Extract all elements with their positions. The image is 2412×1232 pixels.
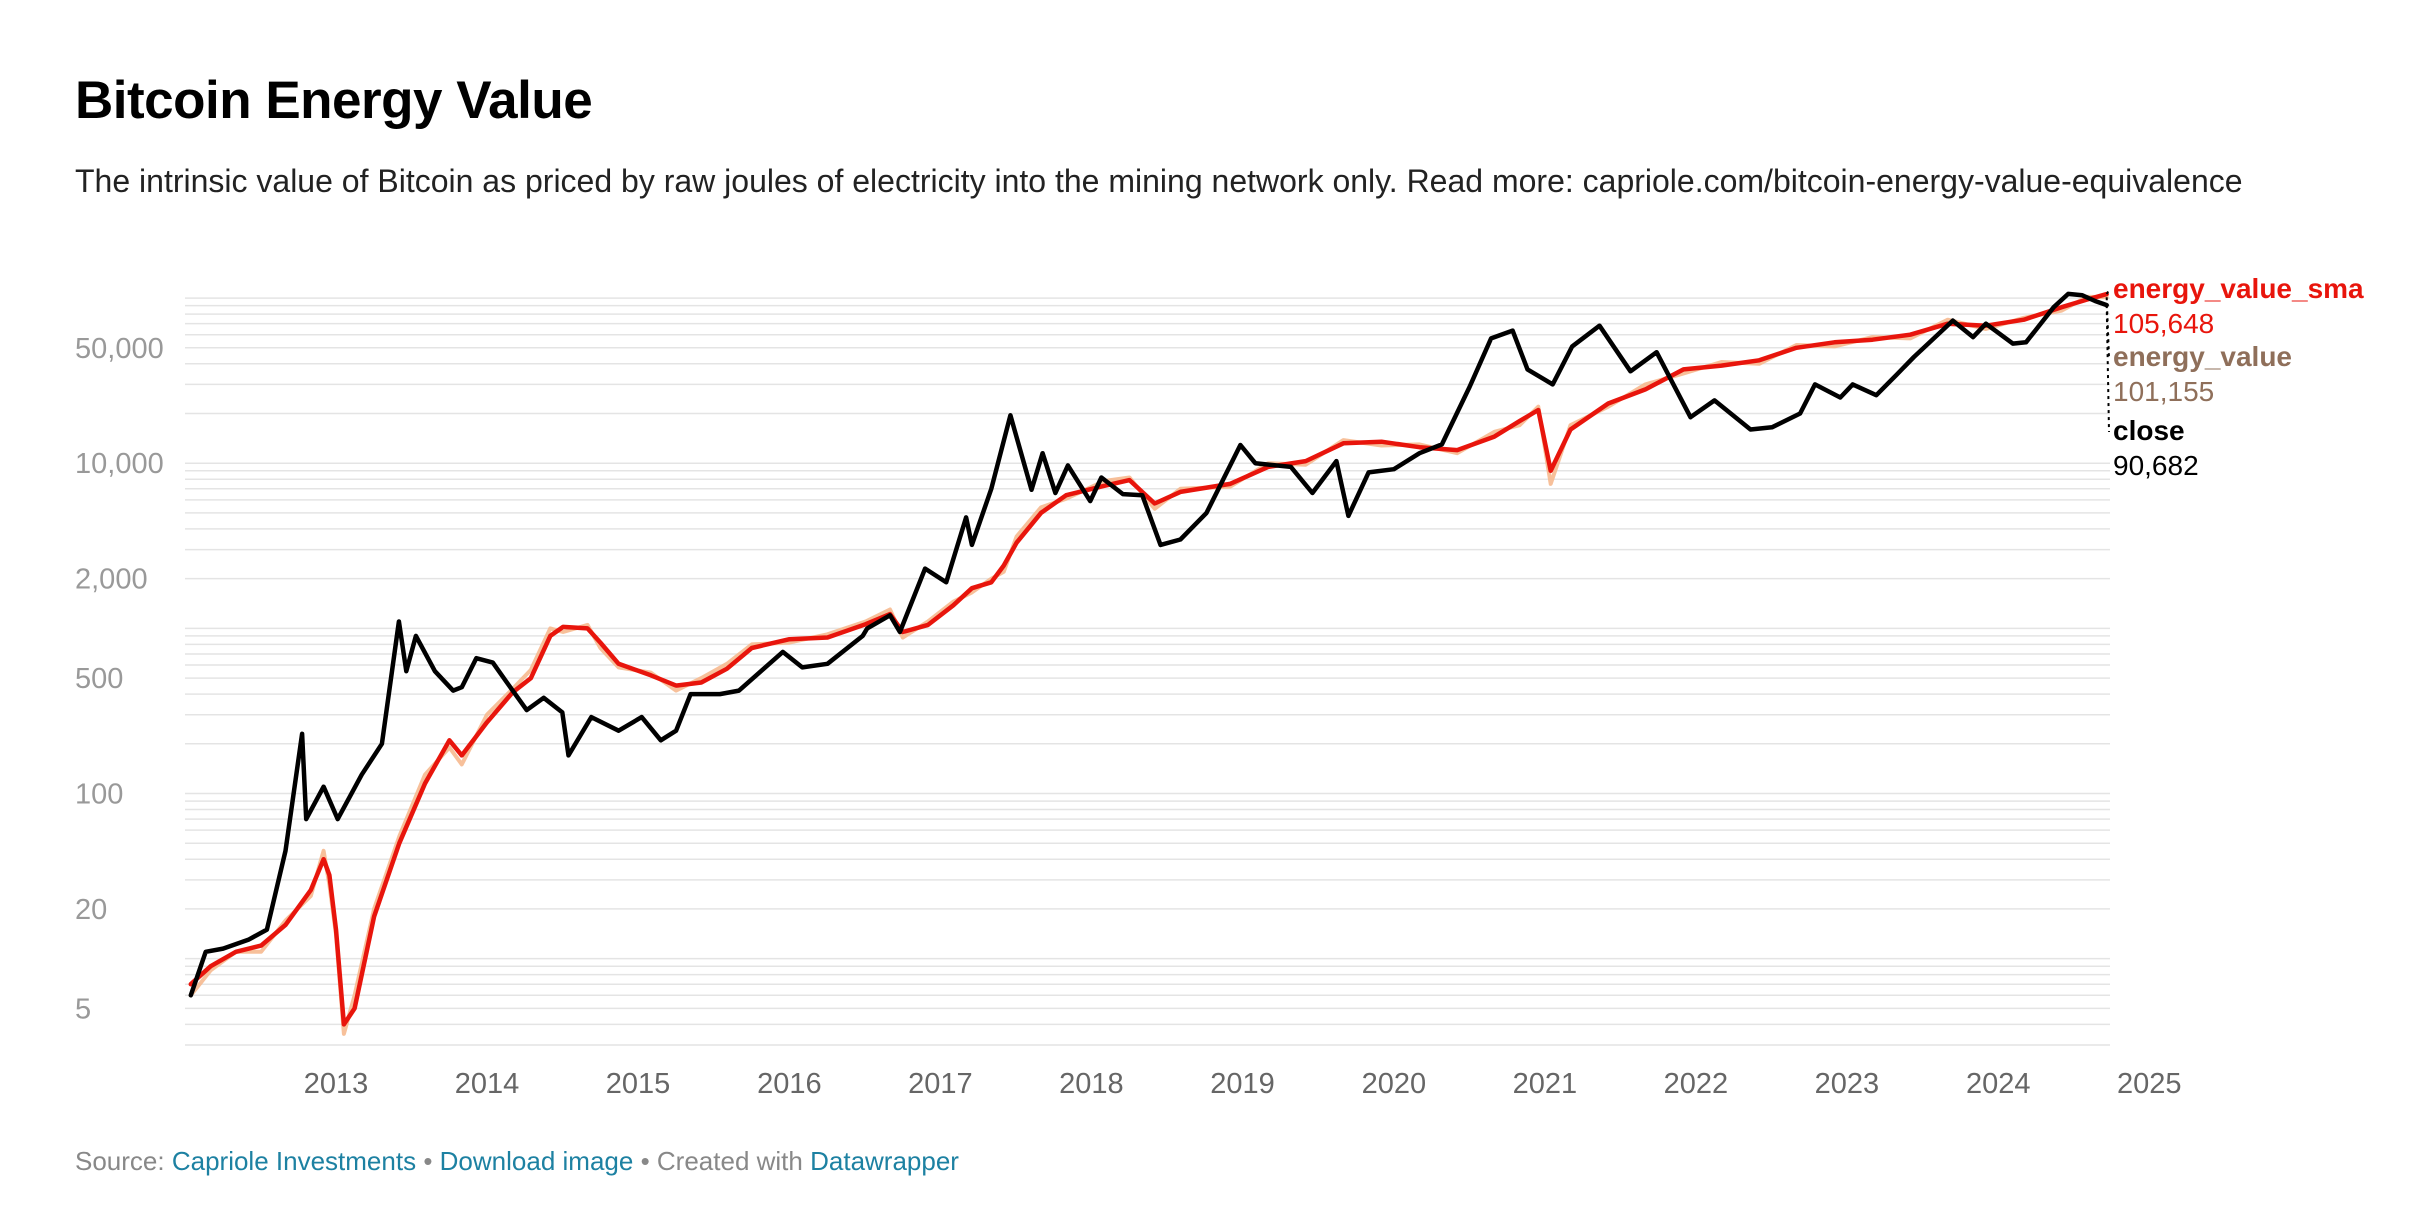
chart-title: Bitcoin Energy Value <box>75 71 593 130</box>
y-tick-label: 20 <box>75 894 107 926</box>
grid-lines <box>185 297 2110 1046</box>
x-tick-label: 2017 <box>908 1068 973 1100</box>
x-tick-label: 2021 <box>1513 1068 1578 1100</box>
series-line-energy-value-sma <box>188 291 2109 1027</box>
series-label-close: close <box>2113 415 2185 446</box>
series-label-energy-value-sma: energy_value_sma <box>2113 273 2364 304</box>
y-tick-label: 50,000 <box>75 333 164 365</box>
x-axis-ticks: 2013 2014 2015 2016 2017 2018 2019 2020 2021 2022… <box>304 1068 2182 1100</box>
y-tick-label: 100 <box>75 779 123 811</box>
x-tick-label: 2014 <box>455 1068 520 1100</box>
series-value-energy-value-sma: 105,648 <box>2113 308 2214 339</box>
created-with-prefix: Created with <box>656 1146 803 1176</box>
x-tick-label: 2018 <box>1059 1068 1124 1100</box>
y-tick-label: 2,000 <box>75 564 148 596</box>
series-lines <box>188 291 2109 1036</box>
label-connector <box>2105 289 2110 295</box>
source-link[interactable]: Capriole Investments <box>171 1146 417 1176</box>
source-prefix: Source: <box>75 1146 165 1176</box>
chart-footer: Source: Capriole Investments • Download … <box>75 1146 959 1177</box>
y-tick-label: 10,000 <box>75 448 164 480</box>
download-image-link[interactable]: Download image <box>439 1146 634 1176</box>
y-tick-label: 500 <box>75 663 123 695</box>
y-axis-ticks: 5 20 100 500 2,000 10,000 50,000 <box>75 333 164 1026</box>
label-connector <box>2105 305 2110 433</box>
series-value-energy-value: 101,155 <box>2113 376 2214 407</box>
y-tick-label: 5 <box>75 993 91 1025</box>
chart-subtitle: The intrinsic value of Bitcoin as priced… <box>75 163 2243 199</box>
x-tick-label: 2023 <box>1815 1068 1880 1100</box>
x-tick-label: 2015 <box>606 1068 671 1100</box>
datawrapper-link[interactable]: Datawrapper <box>810 1146 959 1176</box>
series-line-energy-value <box>188 294 2109 1036</box>
series-value-close: 90,682 <box>2113 450 2199 481</box>
x-tick-label: 2024 <box>1966 1068 2031 1100</box>
x-tick-label: 2020 <box>1362 1068 1427 1100</box>
x-tick-label: 2019 <box>1210 1068 1275 1100</box>
footer-separator: • <box>423 1146 433 1176</box>
series-label-energy-value: energy_value <box>2113 341 2292 372</box>
x-tick-label: 2016 <box>757 1068 822 1100</box>
x-tick-label: 2022 <box>1664 1068 1729 1100</box>
x-tick-label: 2025 <box>2117 1068 2182 1100</box>
series-line-close <box>188 291 2109 998</box>
x-tick-label: 2013 <box>304 1068 369 1100</box>
footer-separator: • <box>640 1146 650 1176</box>
